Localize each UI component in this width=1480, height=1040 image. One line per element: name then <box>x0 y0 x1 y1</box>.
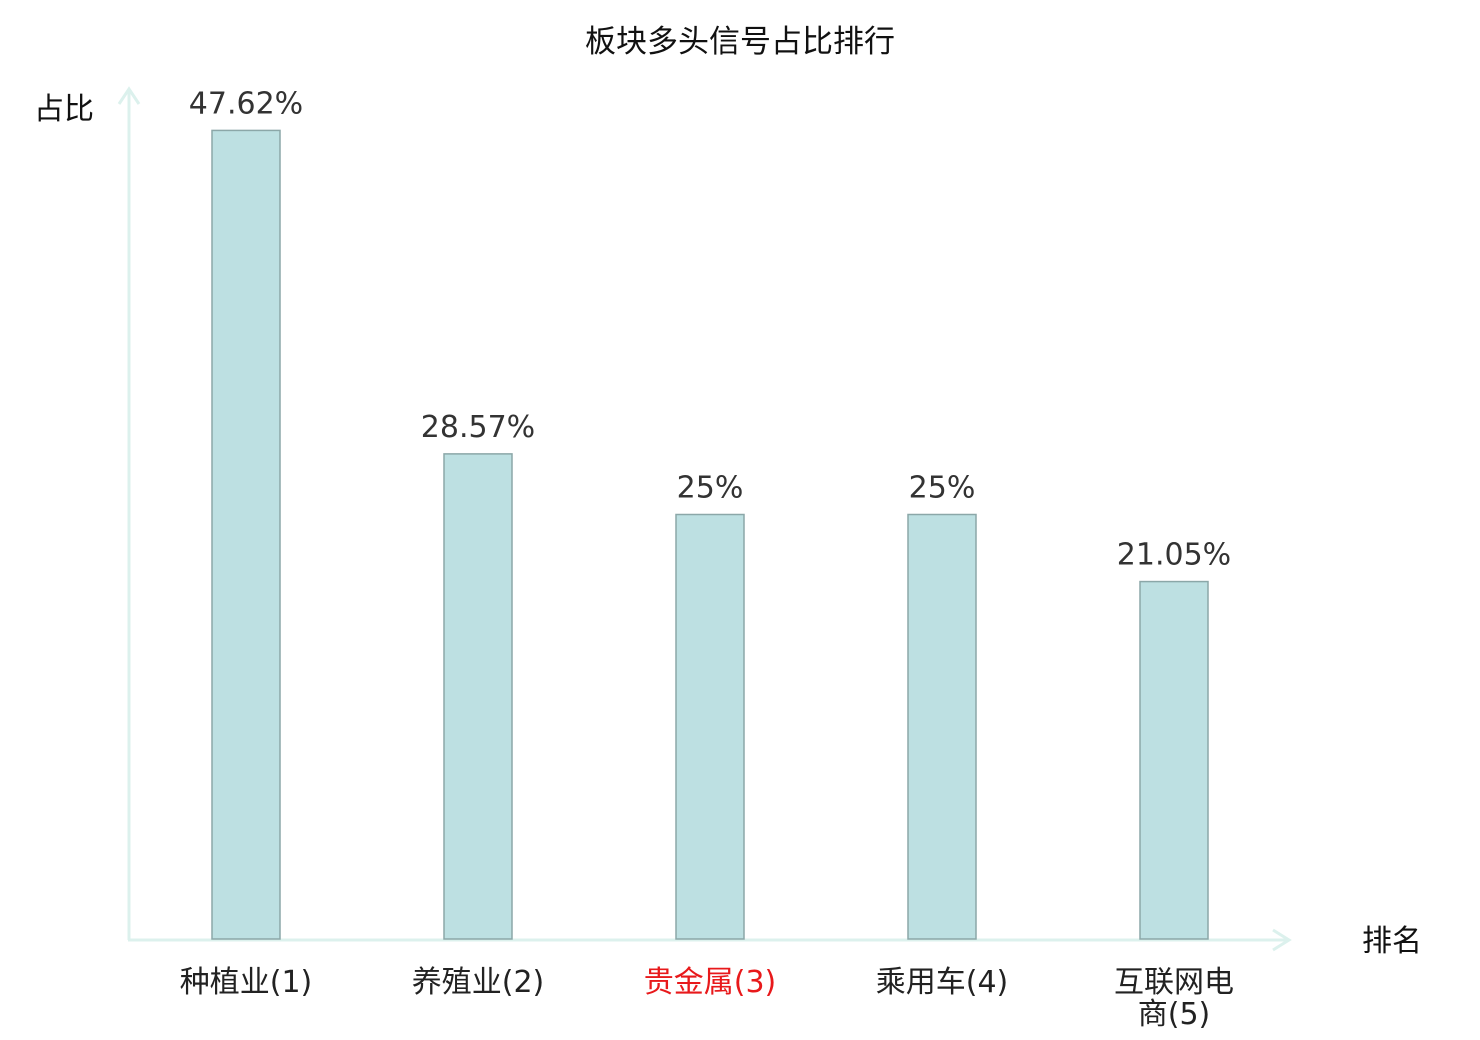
data-label-1: 47.62% <box>189 86 303 121</box>
category-label-2: 养殖业(2) <box>411 965 545 1000</box>
data-label-5: 21.05% <box>1117 538 1231 573</box>
y-axis-label: 占比 <box>34 92 94 127</box>
bars-group <box>211 129 1209 940</box>
data-label-4: 25% <box>909 471 976 506</box>
data-label-2: 28.57% <box>421 410 535 445</box>
axes <box>117 86 1292 952</box>
category-label-3: 贵金属(3) <box>643 965 777 1000</box>
data-label-3: 25% <box>677 471 744 506</box>
bar-5 <box>1139 580 1209 940</box>
x-axis-label: 排名 <box>1362 924 1422 959</box>
bar-2 <box>443 453 513 940</box>
bar-4 <box>907 513 977 940</box>
data-labels-group: 47.62% 28.57% 25% 25% 21.05% <box>189 86 1231 572</box>
category-label-1: 种植业(1) <box>179 965 313 1000</box>
bar-3 <box>675 513 745 940</box>
chart-title: 板块多头信号占比排行 <box>585 24 895 60</box>
category-label-4: 乘用车(4) <box>875 965 1009 1000</box>
bar-1 <box>211 129 281 940</box>
category-labels: 种植业(1) 养殖业(2) 贵金属(3) 乘用车(4) 互联网电商(5) <box>0 967 1480 1037</box>
y-axis-arrow <box>117 86 141 105</box>
x-axis-arrow <box>1272 928 1292 952</box>
category-label-5: 互联网电商(5) <box>1114 965 1234 1032</box>
